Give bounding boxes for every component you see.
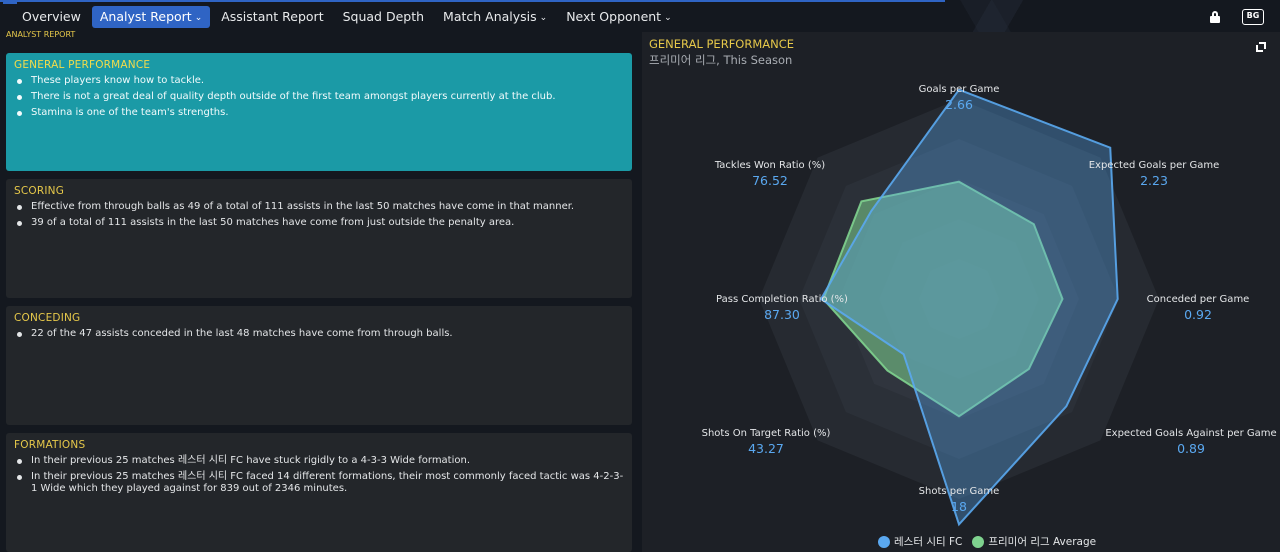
section-title: SCORING [14,185,65,197]
bullet-list: In their previous 25 matches 레스터 시티 FC h… [14,455,624,495]
list-item: 39 of a total of 111 assists in the last… [14,217,624,229]
axis-label: Expected Goals per Game [1089,160,1220,171]
axis-label: Goals per Game [919,84,1000,95]
nav-next-opponent-label: Next Opponent [566,9,662,24]
nav-next-opponent[interactable]: Next Opponent ⌄ [558,6,679,28]
section-scoring: SCORING Effective from through balls as … [6,179,632,298]
lock-icon[interactable] [1210,11,1220,23]
section-general-performance: GENERAL PERFORMANCE These players know h… [6,53,632,171]
section-title: GENERAL PERFORMANCE [14,59,151,71]
chart-legend: 레스터 시티 FC 프리미어 리그 Average [878,534,1096,549]
axis-value: 2.66 [945,97,973,112]
list-item: There is not a great deal of quality dep… [14,91,624,103]
section-formations: FORMATIONS In their previous 25 matches … [6,433,632,552]
nav-assistant-report-label: Assistant Report [221,9,324,24]
chart-panel: GENERAL PERFORMANCE 프리미어 리그, This Season… [642,32,1280,552]
axis-value: 43.27 [748,441,784,456]
legend-swatch [878,535,890,548]
legend-swatch [972,535,985,548]
nav-overview[interactable]: Overview [14,6,89,28]
chevron-down-icon: ⌄ [194,13,203,23]
bullet-list: Effective from through balls as 49 of a … [14,201,624,229]
list-item: Stamina is one of the team's strengths. [14,107,624,119]
legend-label: 레스터 시티 FC [894,536,963,548]
main-navbar: Overview Analyst Report ⌄ Assistant Repor… [0,5,1280,29]
breadcrumb: ANALYST REPORT [6,30,76,39]
list-item: Effective from through balls as 49 of a … [14,201,624,213]
top-accent-line [0,0,945,2]
nav-match-analysis-label: Match Analysis [443,9,537,24]
nav-squad-depth[interactable]: Squad Depth [335,6,432,28]
top-accent-marker [3,0,17,4]
axis-value: 87.30 [764,307,800,322]
section-title: FORMATIONS [14,439,86,451]
axis-label: Shots On Target Ratio (%) [702,428,831,439]
chevron-down-icon: ⌄ [539,13,548,23]
expand-icon[interactable] [1256,42,1266,52]
section-title: CONCEDING [14,312,81,324]
chart-title: GENERAL PERFORMANCE [649,37,795,51]
legend-label: 프리미어 리그 Average [988,536,1097,548]
nav-squad-depth-label: Squad Depth [342,9,425,24]
axis-value: 18 [951,499,967,514]
nav-assistant-report[interactable]: Assistant Report [213,6,331,28]
radar-chart: Goals per Game 2.66 Expected Goals per Gam… [702,84,1277,527]
nav-analyst-report-label: Analyst Report [99,9,192,24]
nav-match-analysis[interactable]: Match Analysis ⌄ [435,6,555,28]
badge-icon[interactable]: BG [1242,9,1264,25]
report-column: GENERAL PERFORMANCE These players know h… [6,46,632,552]
radar-series-polygon [819,88,1119,527]
nav-overview-label: Overview [22,9,81,24]
list-item: These players know how to tackle. [14,75,624,87]
list-item: In their previous 25 matches 레스터 시티 FC h… [14,455,624,467]
axis-value: 76.52 [752,173,788,188]
legend-item-team[interactable]: 레스터 시티 FC [878,534,962,549]
axis-value: 2.23 [1140,173,1168,188]
axis-label: Expected Goals Against per Game [1105,428,1276,439]
list-item: 22 of the 47 assists conceded in the las… [14,328,624,340]
bullet-list: 22 of the 47 assists conceded in the las… [14,328,624,340]
axis-value: 0.92 [1184,307,1212,322]
axis-label: Pass Completion Ratio (%) [716,294,848,305]
section-conceding: CONCEDING 22 of the 47 assists conceded … [6,306,632,425]
list-item: In their previous 25 matches 레스터 시티 FC f… [14,471,624,495]
axis-label: Tackles Won Ratio (%) [714,160,825,171]
nav-right-tools: BG [1210,9,1264,25]
nav-analyst-report[interactable]: Analyst Report ⌄ [91,6,211,28]
axis-label: Conceded per Game [1147,294,1250,305]
axis-label: Shots per Game [919,486,1000,497]
chart-subtitle: 프리미어 리그, This Season [649,53,793,67]
bullet-list: These players know how to tackle. There … [14,75,624,119]
radar-series-polygon [822,180,1064,418]
chevron-down-icon: ⌄ [664,13,672,23]
axis-value: 0.89 [1177,441,1205,456]
legend-item-league[interactable]: 프리미어 리그 Average [972,534,1096,549]
